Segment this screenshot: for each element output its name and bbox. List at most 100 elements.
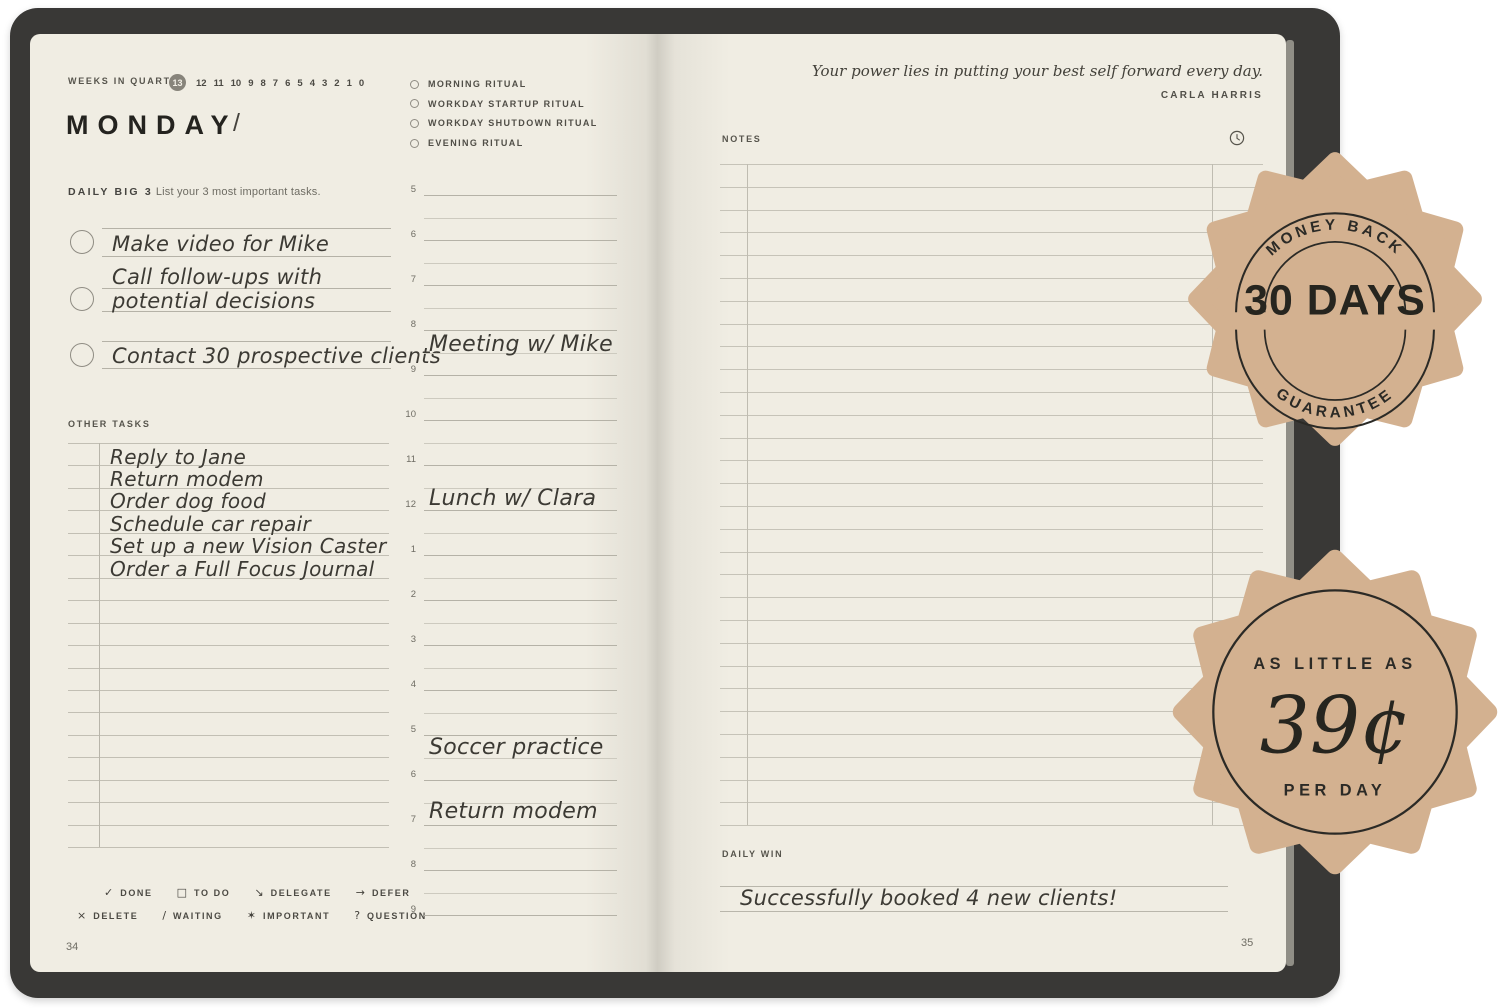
legend-symbol-icon: ✶: [246, 909, 256, 922]
notes-rule: [720, 186, 1263, 188]
notes-rule: [720, 802, 1263, 804]
notes-rule: [720, 346, 1263, 348]
legend-symbol-icon: ✓: [104, 886, 114, 899]
notes-rule: [720, 483, 1263, 485]
daily-win-label: DAILY WIN: [722, 849, 784, 859]
schedule-hour-label: 4: [410, 679, 416, 690]
notes-rule: [720, 825, 1263, 827]
weeks-countdown-numbers: 12 11 10 9 8 7 6 5 4 3 2 1 0: [196, 78, 364, 89]
ritual-row: EVENING RITUAL: [410, 137, 524, 149]
ritual-label: EVENING RITUAL: [428, 138, 524, 149]
ritual-label: WORKDAY STARTUP RITUAL: [428, 98, 585, 109]
schedule-hour-label: 1: [410, 544, 416, 555]
date-slash: /: [233, 109, 240, 137]
notes-rule: [720, 506, 1263, 507]
day-title: MONDAY: [66, 110, 238, 140]
big3-rule: [102, 368, 391, 369]
schedule-hour-label: 12: [405, 499, 416, 510]
notes-rule: [720, 711, 1263, 713]
week-number: 5: [297, 78, 303, 89]
daily-big3-label: DAILY BIG 3: [68, 186, 153, 198]
schedule-half-hour-rule: [424, 847, 617, 849]
notes-rule: [720, 255, 1263, 257]
ritual-checkbox-icon: [410, 118, 419, 128]
symbol-legend-row-2: × DELETE / WAITING ✶ IMPORTANT ? QUESTIO…: [77, 909, 451, 922]
legend-symbol-icon: ×: [77, 909, 87, 922]
schedule-hour-label: 2: [410, 589, 416, 600]
legend-label: DELEGATE: [270, 887, 332, 898]
notes-rule: [720, 323, 1263, 325]
week-number: 0: [358, 78, 365, 89]
other-tasks-rule: [68, 510, 389, 512]
price-per-day-badge: AS LITTLE AS 39¢ PER DAY: [1166, 543, 1500, 881]
page-number-left: 34: [66, 941, 79, 953]
badge-per-day-text: PER DAY: [1284, 781, 1387, 799]
legend-label: TO DO: [194, 887, 231, 898]
weeks-in-quarter-label: WEEKS IN QUARTER: [68, 76, 187, 86]
legend-item: × DELETE: [77, 909, 138, 922]
money-back-guarantee-badge: MONEY BACK 30 DAYS GUARANTEE: [1182, 146, 1488, 452]
schedule-half-hour-rule: [424, 622, 617, 624]
legend-item: / WAITING: [162, 909, 222, 922]
other-tasks-rule: [68, 487, 389, 489]
notes-rule: [720, 597, 1263, 599]
big3-task-1: Make video for Mike: [112, 232, 330, 256]
schedule-hour-rule: [424, 330, 617, 331]
week-number: 7: [272, 78, 279, 89]
schedule-hour-label: 10: [405, 409, 416, 420]
schedule-entry: Lunch w/ Clara: [429, 485, 597, 511]
schedule-half-hour-rule: [424, 397, 617, 399]
big3-rule: [102, 288, 391, 289]
notes-rule: [720, 528, 1263, 530]
schedule-hour-label: 6: [410, 769, 416, 780]
schedule-hour-label: 5: [410, 724, 416, 735]
week-number: 1: [346, 78, 352, 89]
big3-task-2-line-1: Call follow-ups with: [112, 265, 323, 289]
notes-rule: [720, 278, 1263, 279]
legend-item: □ TO DO: [177, 886, 231, 899]
notes-rule: [720, 779, 1263, 781]
schedule-hour-rule: [424, 915, 617, 916]
notes-rule: [720, 460, 1263, 462]
big3-checkbox-circle: [70, 230, 94, 254]
badge-price-text: 39¢: [1260, 680, 1411, 772]
schedule-hour-rule: [424, 780, 617, 781]
notes-rule: [720, 164, 1263, 165]
schedule-hour-label: 9: [410, 364, 416, 375]
other-tasks-rule: [68, 847, 389, 849]
notes-rule: [720, 620, 1263, 621]
legend-symbol-icon: /: [162, 909, 167, 922]
legend-item: → DEFER: [356, 886, 411, 899]
daily-win-rule: [720, 886, 1228, 887]
other-tasks-rule: [68, 802, 389, 804]
week-number: 11: [213, 78, 224, 89]
week-number: 4: [309, 78, 315, 89]
other-tasks-rule: [68, 622, 389, 624]
notes-rule: [720, 209, 1263, 211]
schedule-entry: Soccer practice: [429, 735, 604, 761]
legend-item: ✓ DONE: [104, 886, 153, 899]
daily-quote: Your power lies in putting your best sel…: [811, 62, 1263, 80]
schedule-half-hour-rule: [424, 352, 617, 354]
notes-rule: [720, 574, 1263, 576]
schedule-half-hour-rule: [424, 577, 617, 579]
notes-right-margin-rule: [1212, 164, 1213, 825]
ritual-checkbox-icon: [410, 138, 419, 148]
notes-rule: [720, 392, 1263, 393]
page-stack-edge: [1286, 40, 1294, 966]
other-tasks-rule: [68, 465, 389, 467]
big3-checkbox-circle: [70, 343, 94, 367]
big3-task-2-line-2: potential decisions: [112, 289, 316, 313]
schedule-half-hour-rule: [424, 217, 617, 219]
schedule-hour-rule: [424, 195, 617, 196]
quote-author: CARLA HARRIS: [1160, 90, 1263, 101]
ritual-label: MORNING RITUAL: [428, 79, 527, 89]
schedule-hour-rule: [424, 825, 617, 826]
schedule-hour-rule: [424, 420, 617, 421]
schedule-half-hour-rule: [424, 487, 617, 489]
ritual-checkbox-icon: [410, 99, 419, 109]
clock-icon: [1229, 130, 1245, 146]
schedule-hour-label: 7: [410, 814, 416, 825]
schedule-hour-rule: [424, 465, 617, 466]
